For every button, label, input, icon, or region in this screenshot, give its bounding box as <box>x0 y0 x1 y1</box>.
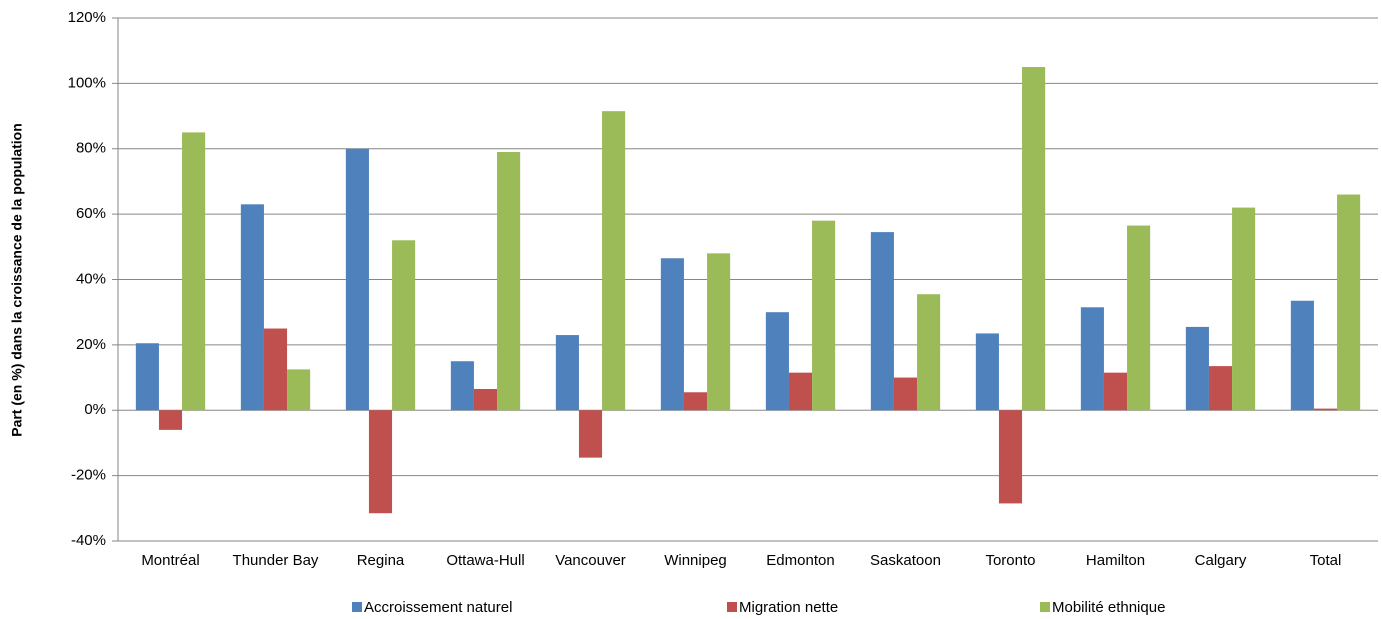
legend-label: Mobilité ethnique <box>1052 599 1165 616</box>
bar <box>368 410 393 514</box>
bar <box>392 240 416 411</box>
x-tick-label: Montréal <box>141 552 199 569</box>
bar <box>263 328 288 411</box>
x-tick-label: Thunder Bay <box>233 552 319 569</box>
y-tick-label: 40% <box>76 270 106 287</box>
bar <box>1103 372 1128 411</box>
y-axis-title: Part (en %) dans la croissance de la pop… <box>9 123 25 437</box>
bar <box>1080 307 1104 411</box>
y-tick-label: 20% <box>76 336 106 353</box>
legend-label: Accroissement naturel <box>364 599 512 616</box>
legend-swatch <box>1040 602 1050 612</box>
bar <box>555 335 579 411</box>
bar <box>1127 225 1151 411</box>
bar <box>1208 366 1233 411</box>
bar <box>240 204 264 411</box>
y-tick-label: 100% <box>68 74 106 91</box>
bar <box>135 343 159 411</box>
bar <box>450 361 474 411</box>
y-tick-label: -40% <box>71 532 106 549</box>
bar <box>497 152 521 411</box>
x-tick-label: Saskatoon <box>870 552 941 569</box>
bar <box>683 392 708 411</box>
bar <box>1337 194 1361 411</box>
y-tick-label: 0% <box>84 401 106 418</box>
x-tick-label: Vancouver <box>555 552 626 569</box>
bar <box>602 111 626 411</box>
bar <box>812 220 836 411</box>
y-tick-label: 80% <box>76 140 106 157</box>
x-tick-label: Regina <box>357 552 405 569</box>
y-tick-label: 120% <box>68 9 106 26</box>
bar <box>182 132 206 411</box>
bar <box>788 372 813 411</box>
legend-swatch <box>352 602 362 612</box>
bar <box>707 253 731 411</box>
bar <box>473 389 498 411</box>
bar <box>287 369 311 411</box>
bar <box>578 410 603 458</box>
x-tick-label: Total <box>1310 552 1342 569</box>
bar <box>998 410 1023 504</box>
bar <box>1290 300 1314 411</box>
legend-label: Migration nette <box>739 599 838 616</box>
bar <box>870 232 894 411</box>
bar <box>158 410 183 430</box>
bar <box>660 258 684 411</box>
x-tick-label: Calgary <box>1195 552 1247 569</box>
x-tick-label: Toronto <box>985 552 1035 569</box>
bar <box>765 312 789 411</box>
bar <box>975 333 999 411</box>
y-tick-label: 60% <box>76 205 106 222</box>
x-tick-label: Ottawa-Hull <box>446 552 524 569</box>
y-tick-label: -20% <box>71 467 106 484</box>
x-tick-label: Edmonton <box>766 552 834 569</box>
x-tick-label: Winnipeg <box>664 552 727 569</box>
bar <box>345 148 369 411</box>
x-tick-label: Hamilton <box>1086 552 1145 569</box>
bar <box>1185 326 1209 411</box>
bar <box>1232 207 1256 411</box>
bar <box>893 377 918 411</box>
bar <box>1022 67 1046 411</box>
bar <box>1313 408 1338 411</box>
bar <box>917 294 941 411</box>
legend-swatch <box>727 602 737 612</box>
